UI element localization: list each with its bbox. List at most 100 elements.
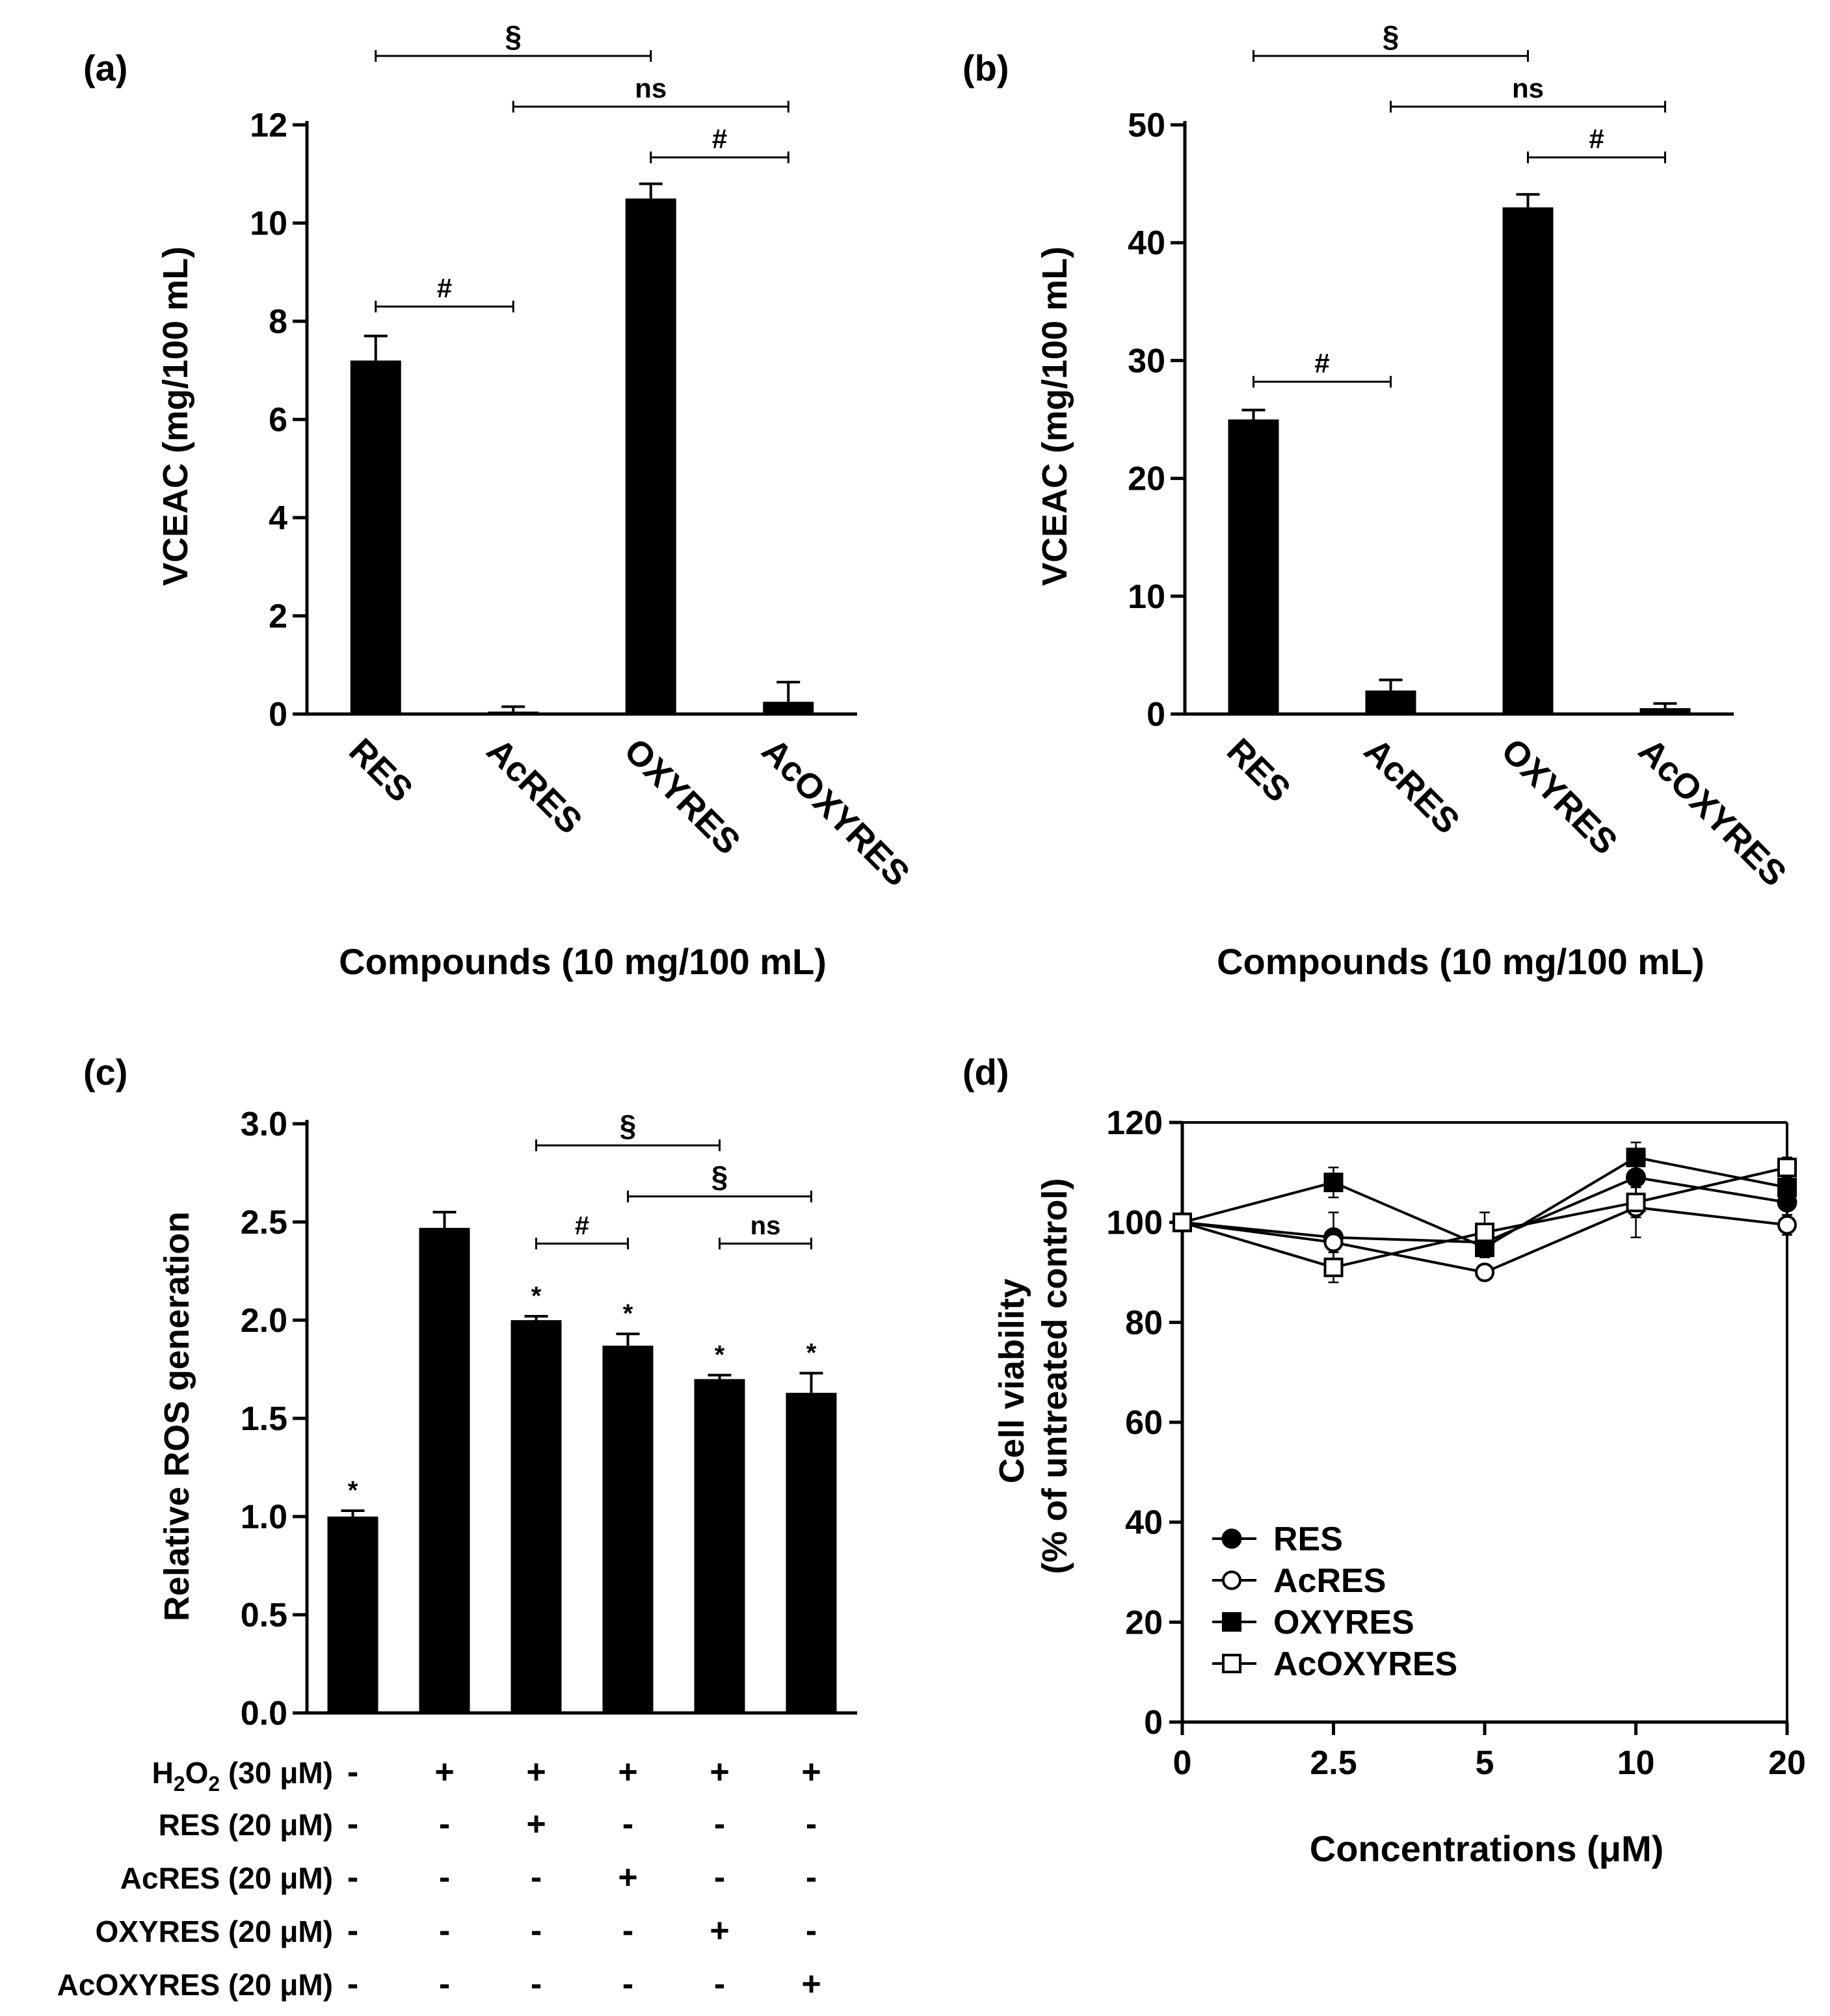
- x-tick-label-b: AcRES: [1357, 731, 1467, 842]
- significance-star-c: *: [623, 1299, 633, 1328]
- y-tick-label-b: 0: [1147, 696, 1165, 734]
- y-tick-label-a: 4: [269, 499, 287, 537]
- significance-star-c: *: [715, 1341, 725, 1370]
- y-tick-label-a: 10: [250, 205, 287, 243]
- treatment-mark: +: [618, 1753, 637, 1791]
- significance-star-c: *: [531, 1282, 542, 1310]
- treatment-mark: -: [439, 1965, 450, 2003]
- y-tick-label-d: 40: [1125, 1504, 1163, 1542]
- bar-acres-b: [1365, 690, 1416, 714]
- panel-a: (a) VCEAC (mg/100 mL) Compounds (10 mg/1…: [83, 20, 917, 982]
- significance-bracket-a-label: §: [505, 20, 522, 53]
- y-tick-label-d: 0: [1144, 1704, 1163, 1742]
- x-tick-label-b: OXYRES: [1494, 731, 1625, 862]
- treatment-mark: -: [347, 1912, 358, 1950]
- y-tick-label-a: 2: [269, 598, 287, 635]
- significance-bracket-b-label: ns: [1512, 73, 1544, 103]
- treatment-label-h2o2: H2O2 (30 μM): [152, 1756, 333, 1796]
- panel-d: (d) Cell viability (% of untreated contr…: [962, 1052, 1806, 1869]
- y-tick-label-d: 120: [1106, 1104, 1163, 1142]
- bar-oxyres-a: [625, 198, 676, 714]
- treatment-mark: -: [806, 1912, 817, 1950]
- y-tick-label-b: 20: [1128, 460, 1165, 498]
- bar-res-a: [350, 360, 401, 714]
- y-tick-label-d: 20: [1125, 1604, 1163, 1641]
- panel-label-c: (c): [83, 1052, 127, 1093]
- significance-bracket-c-label: §: [620, 1109, 637, 1143]
- treatment-mark: -: [714, 1859, 725, 1896]
- x-tick-label-d: 0: [1173, 1744, 1192, 1782]
- y-axis-title-d: Cell viability (% of untreated control): [992, 1178, 1074, 1574]
- x-axis-title-d: Concentrations (μM): [1310, 1828, 1664, 1869]
- data-point-acoxyres: [1626, 1192, 1646, 1212]
- treatment-label-oxyres: OXYRES (20 μM): [95, 1915, 333, 1948]
- treatment-label-acres: AcRES (20 μM): [120, 1861, 333, 1895]
- panel-label-d: (d): [962, 1052, 1009, 1093]
- legend-label-res: RES: [1273, 1520, 1343, 1558]
- significance-bracket-a-label: #: [712, 124, 727, 154]
- treatment-mark: +: [526, 1805, 546, 1843]
- significance-bracket-c-label: #: [575, 1212, 589, 1240]
- treatment-mark: -: [439, 1859, 450, 1896]
- significance-bracket-c-label: ns: [750, 1212, 781, 1240]
- treatment-mark: +: [526, 1753, 546, 1791]
- x-tick-label-b: AcOXYRES: [1631, 731, 1794, 894]
- data-point-acoxyres: [1323, 1257, 1344, 1277]
- data-point-acres: [1475, 1262, 1494, 1282]
- bar-c-3: [511, 1320, 562, 1713]
- treatment-mark: -: [714, 1965, 725, 2003]
- bar-c-2: [419, 1228, 470, 1713]
- treatment-mark: -: [531, 1859, 542, 1896]
- data-point-acoxyres: [1777, 1158, 1797, 1178]
- x-tick-label-d: 2.5: [1310, 1744, 1357, 1782]
- panel-label-a: (a): [83, 47, 127, 88]
- y-axis-title-d-line2: (% of untreated control): [1035, 1178, 1074, 1574]
- x-tick-label-a: RES: [341, 731, 420, 810]
- panel-b: (b) VCEAC (mg/100 mL) Compounds (10 mg/1…: [962, 20, 1794, 982]
- y-tick-label-c: 0.5: [241, 1597, 287, 1634]
- treatment-label-res: RES (20 μM): [159, 1808, 333, 1842]
- treatment-mark: +: [709, 1912, 729, 1950]
- treatment-mark: -: [714, 1805, 725, 1843]
- bar-res-b: [1228, 419, 1279, 714]
- bar-acres-a: [488, 711, 539, 714]
- legend-label-acoxyres: AcOXYRES: [1273, 1645, 1457, 1683]
- x-tick-label-d: 5: [1476, 1744, 1494, 1782]
- treatment-mark: -: [347, 1859, 358, 1896]
- y-tick-label-a: 8: [269, 303, 287, 341]
- data-point-oxyres: [1626, 1147, 1646, 1167]
- significance-bracket-b-label: §: [1383, 20, 1399, 53]
- y-tick-label-c: 2.5: [241, 1204, 287, 1241]
- y-tick-label-d: 80: [1125, 1304, 1163, 1342]
- bar-acoxyres-b: [1639, 708, 1691, 714]
- x-tick-label-a: AcRES: [479, 731, 590, 842]
- data-point-oxyres: [1323, 1173, 1344, 1193]
- bar-c-1: [327, 1517, 378, 1713]
- y-axis-title-b: VCEAC (mg/100 mL): [1035, 246, 1074, 586]
- legend-marker-acoxyres: [1222, 1654, 1241, 1673]
- y-tick-label-d: 60: [1125, 1404, 1163, 1442]
- y-tick-label-c: 2.0: [241, 1302, 287, 1340]
- x-tick-label-d: 20: [1768, 1744, 1806, 1782]
- significance-bracket-c-label: §: [711, 1160, 728, 1194]
- y-tick-label-a: 6: [269, 401, 287, 439]
- treatment-mark: -: [531, 1912, 542, 1950]
- x-axis-title-b: Compounds (10 mg/100 mL): [1217, 941, 1704, 982]
- y-axis-title-c: Relative ROS generation: [157, 1212, 196, 1621]
- x-tick-label-a: OXYRES: [617, 731, 748, 862]
- treatment-mark: -: [622, 1805, 633, 1843]
- significance-bracket-a-label: ns: [635, 73, 667, 103]
- treatment-mark: -: [622, 1965, 633, 2003]
- panel-label-b: (b): [962, 47, 1009, 88]
- bar-c-6: [786, 1392, 837, 1713]
- y-tick-label-a: 0: [269, 696, 287, 734]
- treatment-table: H2O2 (30 μM) RES (20 μM) AcRES (20 μM) O…: [57, 1756, 333, 2002]
- y-tick-label-c: 3.0: [241, 1106, 287, 1143]
- y-tick-label-b: 10: [1128, 578, 1165, 616]
- y-tick-label-a: 12: [250, 107, 287, 144]
- data-point-acres: [1777, 1215, 1797, 1235]
- bar-c-5: [694, 1379, 745, 1713]
- x-axis-title-a: Compounds (10 mg/100 mL): [339, 941, 827, 982]
- significance-star-c: *: [348, 1476, 358, 1505]
